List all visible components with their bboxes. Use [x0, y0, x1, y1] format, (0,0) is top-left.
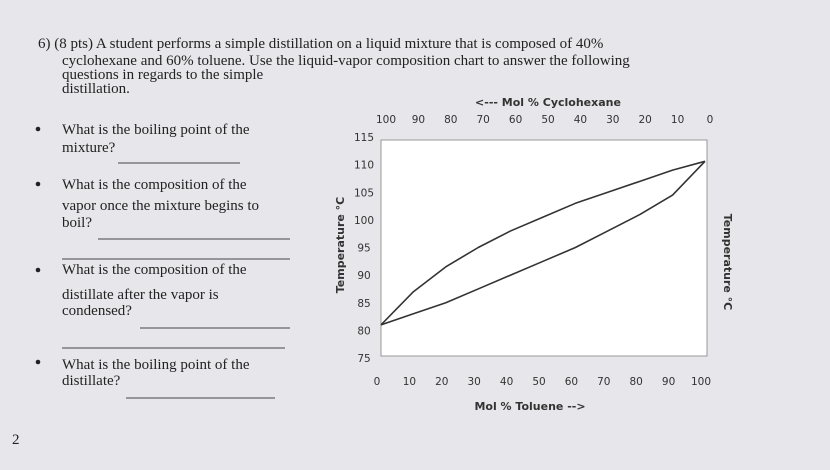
x-tick-label: 20	[435, 376, 448, 388]
plot-area	[380, 139, 708, 357]
x-tick-label: 30	[468, 376, 481, 388]
bullet-line: condensed?	[62, 303, 132, 319]
x2-tick-label: 80	[444, 114, 457, 126]
x2-tick-label: 20	[639, 114, 652, 126]
curve	[380, 160, 706, 326]
underlines	[62, 162, 290, 399]
x2-tick-label: 90	[412, 114, 425, 126]
x-tick-label: 80	[630, 376, 643, 388]
bullet-line: mixture?	[62, 140, 116, 156]
curve	[380, 160, 706, 326]
y-tick-label: 95	[357, 243, 370, 255]
question-line: questions in regards to the simple	[62, 67, 264, 83]
bullet-line: What is the composition of the	[62, 177, 247, 193]
x-tick-label: 60	[565, 376, 578, 388]
bullet-line: vapor once the mixture begins to	[62, 198, 259, 214]
x-tick-label: 100	[691, 376, 711, 388]
bullet-line: distillate after the vapor is	[62, 287, 219, 303]
bullet-line: What is the boiling point of the	[62, 357, 250, 373]
y-tick-label: 100	[354, 215, 374, 227]
x-tick-label: 40	[500, 376, 513, 388]
x-axis-title: Mol % Toluene -->	[474, 400, 585, 413]
bullet-line: What is the boiling point of the	[62, 122, 250, 138]
question-line: 6) (8 pts) A student performs a simple d…	[38, 36, 603, 52]
question-line: distillation.	[62, 81, 130, 97]
y-tick-label: 105	[354, 187, 374, 199]
x2-tick-label: 0	[707, 114, 714, 126]
x-tick-label: 90	[662, 376, 675, 388]
x2-tick-label: 70	[477, 114, 490, 126]
bullet-line: What is the composition of the	[62, 262, 247, 278]
x2-tick-label: 100	[376, 114, 396, 126]
x2-tick-label: 10	[671, 114, 684, 126]
y-tick-label: 75	[357, 353, 370, 365]
y-axis-title: Temperature °C	[334, 197, 347, 294]
bullet-dots	[35, 126, 41, 365]
y2-axis-title: Temperature °C	[721, 214, 734, 311]
x-tick-label: 50	[532, 376, 545, 388]
y-tick-label: 90	[357, 270, 370, 282]
x-tick-label: 10	[403, 376, 416, 388]
bullet-line: boil?	[62, 215, 92, 231]
x-tick-label: 0	[374, 376, 381, 388]
x2-tick-label: 50	[541, 114, 554, 126]
y-tick-label: 85	[357, 298, 370, 310]
x2-tick-label: 30	[606, 114, 619, 126]
y-tick-label: 80	[357, 325, 370, 337]
x-tick-label: 70	[597, 376, 610, 388]
x2-tick-label: 60	[509, 114, 522, 126]
y-tick-label: 115	[354, 132, 374, 144]
page-number: 2	[12, 432, 20, 448]
x2-tick-label: 40	[574, 114, 587, 126]
question-line: cyclohexane and 60% toluene. Use the liq…	[62, 53, 630, 69]
x2-axis-title: <--- Mol % Cyclohexane	[475, 96, 621, 109]
y-tick-label: 110	[354, 160, 374, 172]
bullet-line: distillate?	[62, 373, 121, 389]
